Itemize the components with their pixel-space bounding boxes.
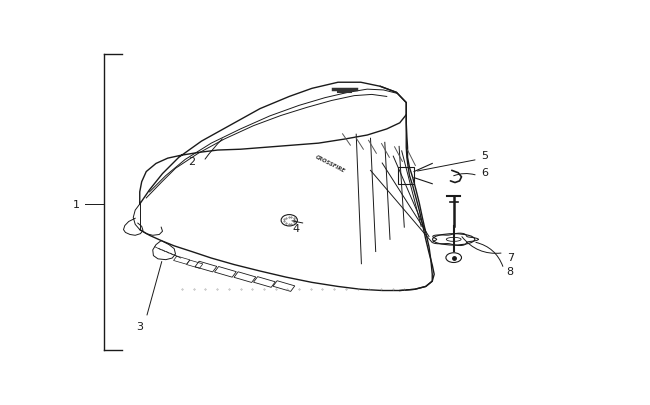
Bar bbox=[273, 281, 295, 292]
Text: 1: 1 bbox=[73, 200, 80, 209]
Bar bbox=[214, 267, 237, 277]
Text: 8: 8 bbox=[507, 266, 514, 276]
Text: CROSSFIRE: CROSSFIRE bbox=[315, 154, 346, 174]
Text: 7: 7 bbox=[507, 252, 514, 262]
Bar bbox=[398, 168, 414, 184]
Text: 6: 6 bbox=[481, 167, 488, 177]
Bar bbox=[234, 272, 256, 283]
Text: 4: 4 bbox=[292, 224, 299, 234]
Bar bbox=[187, 260, 203, 269]
Bar bbox=[195, 262, 217, 272]
Bar bbox=[254, 277, 276, 288]
Text: 2: 2 bbox=[188, 157, 195, 167]
Text: 5: 5 bbox=[481, 151, 488, 161]
Text: 3: 3 bbox=[136, 321, 143, 331]
Bar bbox=[174, 256, 190, 264]
